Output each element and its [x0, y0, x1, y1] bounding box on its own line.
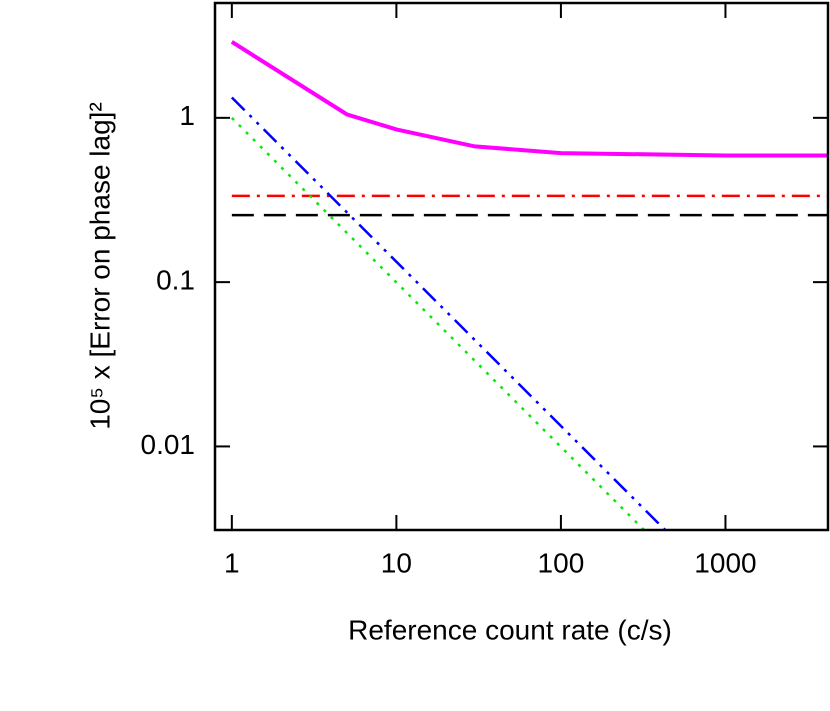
y-tick-label: 0.01: [141, 429, 196, 460]
x-tick-label: 1000: [694, 547, 756, 578]
plot-frame: [213, 1, 830, 532]
x-tick-label: 10: [381, 547, 412, 578]
y-tick-label: 0.1: [156, 265, 195, 296]
y-tick-label: 1: [179, 100, 195, 131]
x-tick-label: 1: [224, 547, 240, 578]
series-line: [230, 96, 667, 530]
y-axis-title: 10⁵ x [Error on phase lag]²: [84, 102, 115, 430]
x-tick-label: 100: [538, 547, 585, 578]
series-line: [230, 40, 828, 158]
series-line: [230, 116, 645, 530]
x-axis-title: Reference count rate (c/s): [348, 614, 672, 645]
